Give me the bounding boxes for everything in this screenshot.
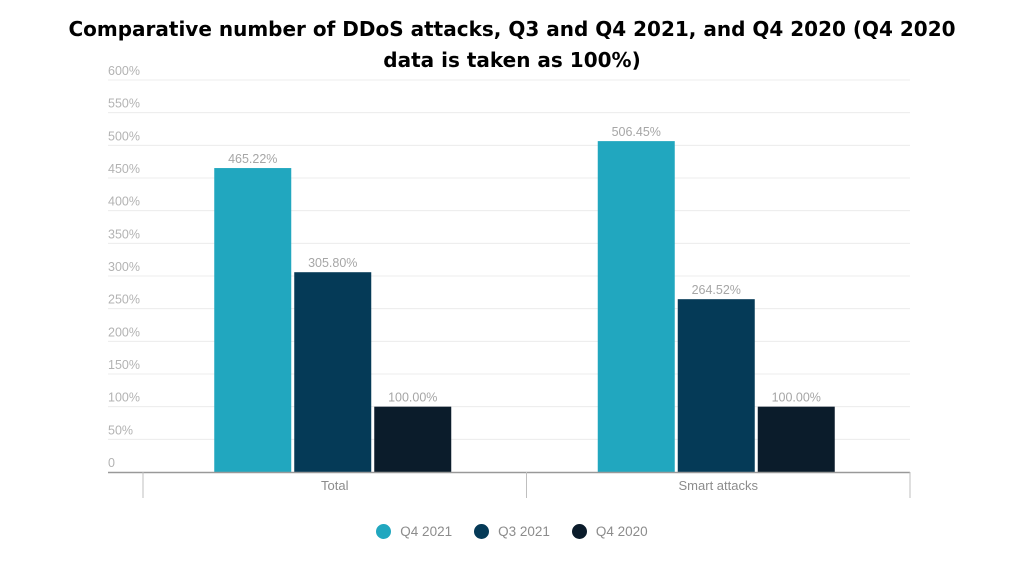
y-tick-label: 150% [108,358,140,372]
legend-swatch [376,524,392,539]
y-tick-label: 100% [108,391,140,405]
legend-item: Q4 2020 [571,524,648,539]
data-label: 305.80% [308,256,357,270]
data-labels: 465.22% 305.80% 100.00% 506.45% 264.52% 100.0… [228,125,821,405]
legend-swatch [474,524,490,539]
bar [214,168,292,472]
data-label: 100.00% [772,391,821,405]
legend-swatch [571,524,587,539]
x-tick-label: Total [321,478,349,493]
bar [294,272,372,472]
x-tick-label: Smart attacks [679,478,759,493]
y-tick-label: 0 [108,456,115,470]
bar [757,406,835,472]
y-tick-label: 250% [108,293,140,307]
y-tick-label: 600% [108,64,140,78]
chart-title: Comparative number of DDoS attacks, Q3 a… [68,17,956,72]
data-label: 506.45% [612,125,661,139]
data-label: 264.52% [692,283,741,297]
legend-item: Q4 2021 [376,524,452,539]
bar [374,406,452,472]
bar [597,141,675,473]
y-tick-label: 200% [108,325,140,339]
bar [677,299,755,472]
y-tick-label: 50% [108,423,133,437]
y-tick-label: 450% [108,162,140,176]
y-axis-ticks: 0 50% 100% 150% 200% 250% 300% 350% 400% 450% 500%… [108,64,140,470]
legend: Q4 2021 Q3 2021 Q4 2020 [0,524,1024,539]
legend-label: Q4 2021 [400,524,453,539]
legend-label: Q4 2020 [595,524,648,539]
data-label: 465.22% [228,152,277,166]
y-tick-label: 300% [108,260,140,274]
y-tick-label: 500% [108,129,140,143]
y-tick-label: 350% [108,227,140,241]
y-tick-label: 400% [108,195,140,209]
y-tick-label: 550% [108,97,140,111]
data-label: 100.00% [388,391,437,405]
x-axis: Total Smart attacks [108,471,911,498]
legend-label: Q3 2021 [498,524,550,539]
legend-item: Q3 2021 [474,524,550,539]
bars [214,141,835,473]
